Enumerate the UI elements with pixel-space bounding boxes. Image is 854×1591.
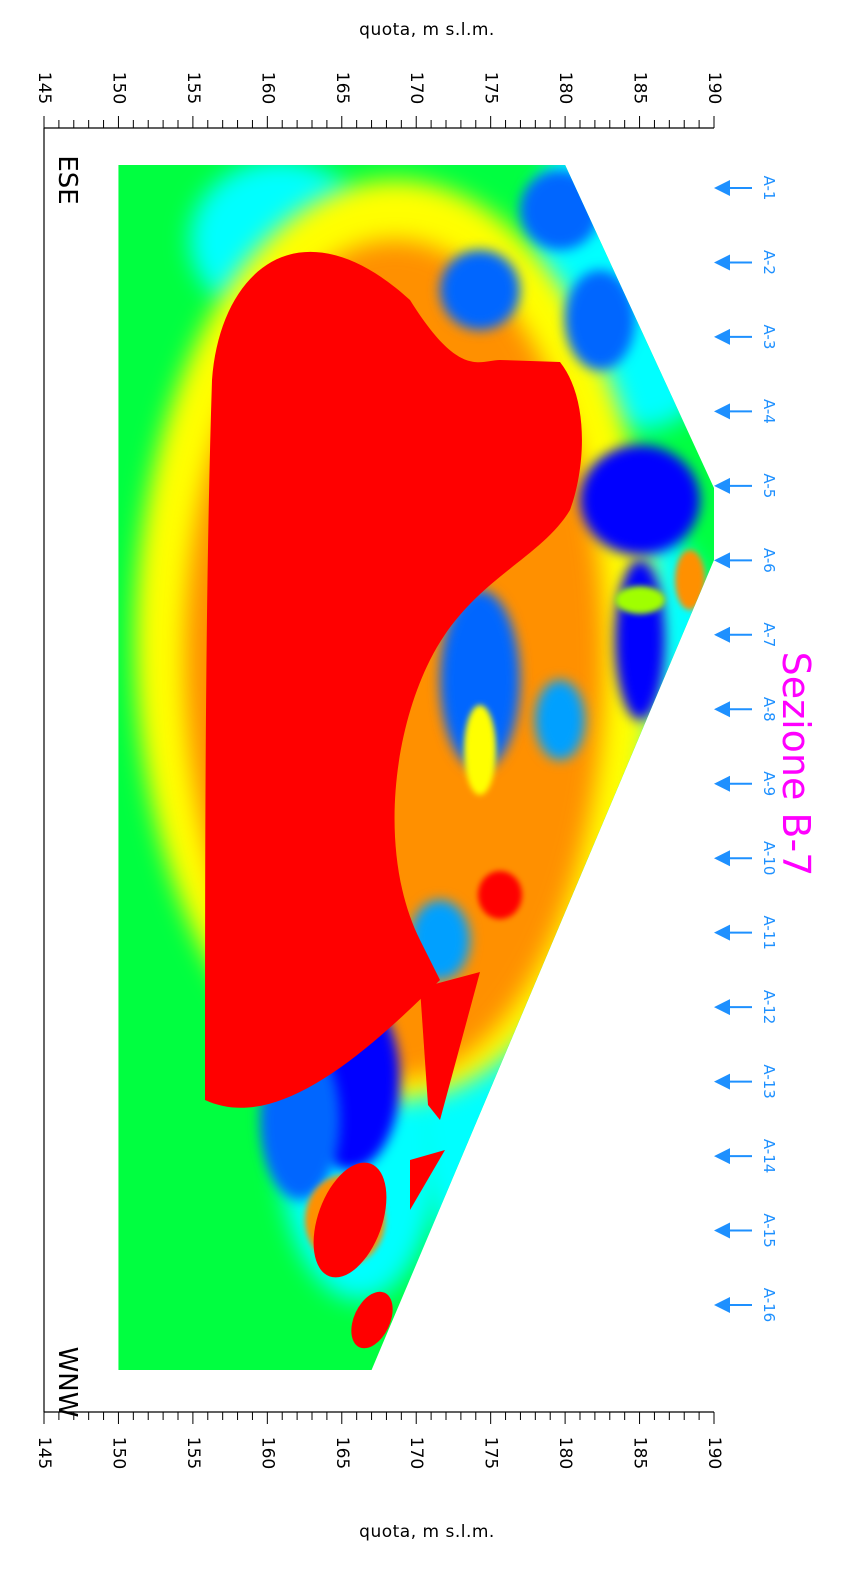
- profile-label: A-1: [760, 176, 778, 201]
- high-resistivity-core: [205, 251, 582, 1108]
- low-resistivity-zone: [580, 445, 700, 555]
- high-resistivity-zone: [464, 705, 496, 795]
- elevation-axis-title-top: quota, m s.l.m.: [359, 20, 495, 40]
- profile-marker: A-12: [714, 990, 778, 1024]
- tick-label-bottom: 165: [332, 1437, 352, 1469]
- profile-marker: A-1: [714, 176, 778, 201]
- tick-label-top: 180: [555, 72, 575, 104]
- profile-arrow-icon: [714, 1073, 730, 1090]
- profile-label: A-4: [760, 399, 778, 424]
- tick-label-bottom: 145: [34, 1437, 54, 1469]
- profile-label: A-15: [760, 1213, 778, 1247]
- tick-label-bottom: 190: [704, 1437, 724, 1469]
- profile-arrow-icon: [714, 924, 730, 941]
- high-resistivity-zone: [351, 1291, 393, 1349]
- tick-label-top: 190: [704, 72, 724, 104]
- tick-label-top: 155: [183, 72, 203, 104]
- profile-label: A-9: [760, 771, 778, 796]
- profile-marker: A-11: [714, 915, 778, 950]
- profile-label: A-5: [760, 473, 778, 498]
- tick-label-top: 145: [34, 72, 54, 104]
- profile-marker: A-13: [714, 1064, 778, 1099]
- profile-label: A-13: [760, 1064, 778, 1098]
- profile-marker: A-8: [714, 697, 778, 722]
- high-resistivity-zone: [675, 550, 705, 610]
- profile-arrow-icon: [714, 477, 730, 494]
- profile-label: A-10: [760, 841, 778, 875]
- profile-label: A-11: [760, 915, 778, 949]
- profile-marker: A-3: [714, 324, 778, 349]
- profile-marker: A-9: [714, 771, 778, 796]
- profile-arrow-icon: [714, 254, 730, 271]
- profile-arrow-icon: [714, 1222, 730, 1239]
- high-resistivity-zone: [478, 871, 522, 919]
- orientation-label-wnw: WNW: [52, 1347, 82, 1418]
- high-resistivity-zone: [313, 1162, 387, 1278]
- profile-marker: A-2: [714, 250, 778, 275]
- low-resistivity-zone: [565, 270, 635, 370]
- profile-label: A-2: [760, 250, 778, 275]
- profile-arrow-icon: [714, 775, 730, 792]
- low-resistivity-zone: [520, 170, 600, 250]
- tick-label-top: 165: [332, 72, 352, 104]
- high-resistivity-zone: [420, 972, 480, 1120]
- orientation-label-ese: ESE: [52, 155, 82, 204]
- low-resistivity-zone: [615, 560, 665, 720]
- profile-arrow-icon: [714, 328, 730, 345]
- tick-label-bottom: 160: [257, 1437, 277, 1469]
- low-resistivity-zone: [440, 250, 520, 330]
- tick-label-bottom: 185: [630, 1437, 650, 1469]
- high-resistivity-zone: [615, 586, 665, 614]
- profile-label: A-7: [760, 622, 778, 647]
- low-resistivity-zone: [535, 680, 585, 760]
- elevation-axis-title-bottom: quota, m s.l.m.: [359, 1522, 495, 1542]
- tick-label-bottom: 150: [108, 1437, 128, 1469]
- high-resistivity-zone: [410, 1150, 445, 1210]
- low-resistivity-zone: [440, 590, 520, 770]
- profile-marker: A-5: [714, 473, 778, 498]
- tick-label-bottom: 175: [481, 1437, 501, 1469]
- profile-arrow-icon: [714, 180, 730, 196]
- profile-label: A-8: [760, 697, 778, 722]
- tick-label-top: 150: [108, 72, 128, 104]
- profile-arrow-icon: [714, 850, 730, 867]
- resistivity-field: [118, 165, 714, 1370]
- tick-label-top: 170: [406, 72, 426, 104]
- tick-label-top: 185: [630, 72, 650, 104]
- profile-arrow-icon: [714, 1148, 730, 1165]
- profile-arrow-icon: [714, 1297, 730, 1313]
- profile-marker: A-6: [714, 548, 778, 573]
- profile-marker: A-4: [714, 399, 778, 424]
- section-title: Sezione B-7: [774, 652, 818, 877]
- profile-arrow-icon: [714, 999, 730, 1016]
- profile-marker: A-15: [714, 1213, 778, 1248]
- tick-label-bottom: 155: [183, 1437, 203, 1469]
- profile-label: A-3: [760, 324, 778, 349]
- elevation-axes: [43, 116, 715, 1424]
- tick-label-bottom: 170: [406, 1437, 426, 1469]
- tick-label-bottom: 180: [555, 1437, 575, 1469]
- profile-arrow-icon: [714, 552, 730, 569]
- tick-label-top: 175: [481, 72, 501, 104]
- profile-marker: A-16: [714, 1288, 778, 1322]
- profile-arrow-icon: [714, 403, 730, 420]
- profile-marker: A-7: [714, 622, 778, 647]
- profile-label: A-6: [760, 548, 778, 573]
- profile-marker: A-10: [714, 841, 778, 875]
- profile-label: A-12: [760, 990, 778, 1024]
- profile-marker: A-14: [714, 1139, 778, 1173]
- tick-label-top: 160: [257, 72, 277, 104]
- profile-label: A-14: [760, 1139, 778, 1173]
- profile-arrow-icon: [714, 626, 730, 643]
- profile-label: A-16: [760, 1288, 778, 1322]
- profile-arrow-icon: [714, 701, 730, 718]
